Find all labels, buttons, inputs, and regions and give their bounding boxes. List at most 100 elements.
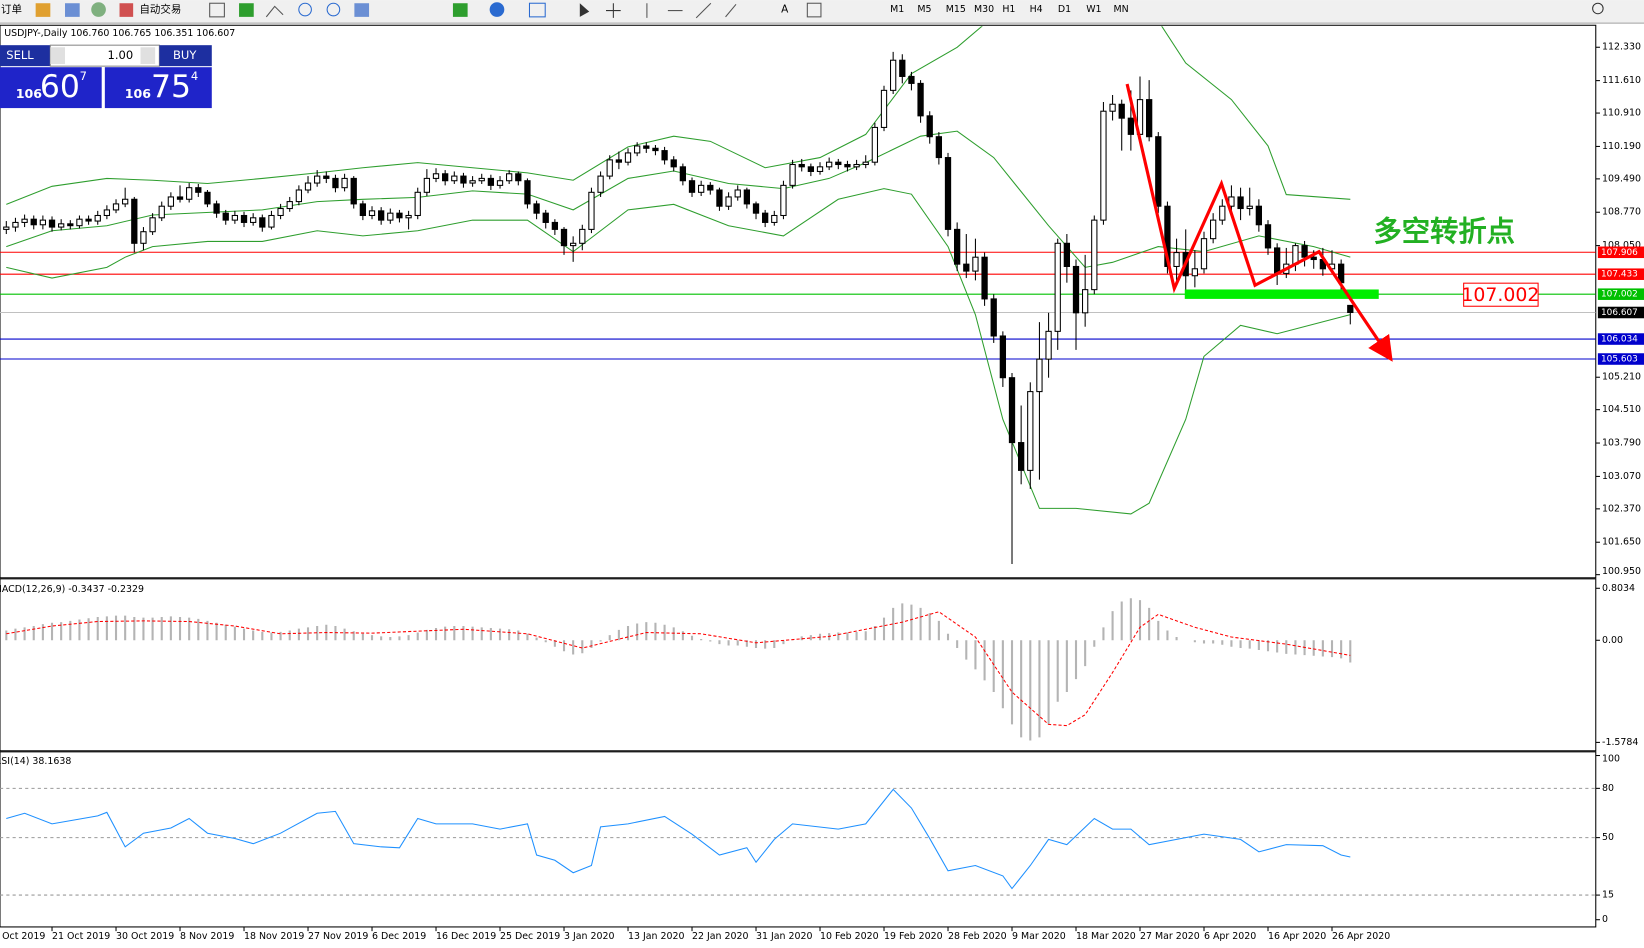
buy-button[interactable] xyxy=(159,45,212,67)
candle-body xyxy=(76,218,83,227)
candle-body xyxy=(1146,99,1153,138)
candle-body xyxy=(231,214,239,221)
candle-body xyxy=(1200,238,1208,270)
candle-body xyxy=(862,161,869,166)
timeframe-button[interactable]: M5 xyxy=(917,4,931,15)
timeframe-button[interactable]: MN xyxy=(1113,4,1128,15)
candle-body xyxy=(597,175,604,193)
candle-body xyxy=(771,214,778,223)
candle-body xyxy=(1246,205,1253,210)
signal-line xyxy=(6,611,1351,727)
candle-body xyxy=(359,203,367,217)
icon[interactable] xyxy=(65,3,80,17)
candle-body xyxy=(496,180,504,186)
candle-body xyxy=(414,191,421,217)
icon[interactable] xyxy=(806,2,822,18)
timeframe-button[interactable]: M30 xyxy=(974,4,994,15)
timeframe-button[interactable]: H4 xyxy=(1030,4,1043,15)
sell-price-box[interactable] xyxy=(0,67,102,109)
icon[interactable] xyxy=(239,3,254,17)
candle-body xyxy=(990,298,997,337)
candle-body xyxy=(1237,196,1244,210)
candle-body xyxy=(1155,136,1162,207)
icon[interactable] xyxy=(119,3,134,17)
sell-button[interactable] xyxy=(0,45,51,67)
candle-body xyxy=(1301,245,1308,258)
buy-label[interactable]: BUY xyxy=(173,48,197,62)
icon[interactable] xyxy=(646,2,737,19)
main-plot xyxy=(0,26,1596,565)
icon[interactable]: A xyxy=(781,4,789,16)
order-button[interactable]: 订单 xyxy=(1,4,22,16)
y-tick-label: 0.8034 xyxy=(1602,583,1635,594)
rsi-title: RSI(14) 38.1638 xyxy=(0,756,71,767)
icon[interactable] xyxy=(528,2,546,18)
y-tick-label: -1.5784 xyxy=(1602,737,1638,748)
candle-body xyxy=(1082,289,1089,314)
timeframe-button[interactable]: H1 xyxy=(1002,4,1015,15)
search-icon[interactable] xyxy=(1592,2,1604,15)
candle-body xyxy=(1045,330,1052,360)
candle-body xyxy=(789,163,796,186)
candle-body xyxy=(807,166,815,172)
auto-trading-button[interactable]: 自动交易 xyxy=(139,3,181,16)
candle-body xyxy=(762,212,769,223)
support-zone xyxy=(1184,289,1379,299)
icon[interactable] xyxy=(606,3,621,18)
icon[interactable] xyxy=(35,3,51,17)
y-tick-label: 15 xyxy=(1602,890,1614,901)
y-tick-label: 100 xyxy=(1602,754,1620,765)
candle-body xyxy=(1210,219,1217,240)
buy-price-box[interactable] xyxy=(104,67,212,109)
x-tick-label: 18 Mar 2020 xyxy=(1076,931,1136,942)
x-tick-label: 27 Nov 2019 xyxy=(308,931,368,942)
timeframe-button[interactable]: M1 xyxy=(890,4,904,15)
timeframe-button[interactable]: D1 xyxy=(1058,4,1071,15)
timeframe-button[interactable]: W1 xyxy=(1086,4,1101,15)
y-tick-label: 100.950 xyxy=(1602,566,1641,577)
candle-body xyxy=(387,212,394,221)
icon[interactable] xyxy=(209,2,225,18)
lot-up[interactable] xyxy=(140,47,156,65)
candle-body xyxy=(39,219,47,226)
candle-body xyxy=(432,173,440,179)
candle-body xyxy=(1164,205,1171,267)
candle-body xyxy=(551,221,559,230)
y-tick-label: 105.210 xyxy=(1602,372,1641,383)
candle-body xyxy=(725,196,732,207)
level-tag xyxy=(1597,268,1644,280)
macd-title: MACD(12,26,9) -0.3437 -0.2329 xyxy=(0,584,144,595)
icon[interactable] xyxy=(326,2,341,17)
toolbar-icons: A xyxy=(209,2,1604,19)
candle-body xyxy=(780,184,787,217)
candle-body xyxy=(158,205,165,219)
x-tick-label: 3 Jan 2020 xyxy=(564,931,615,942)
candle-body xyxy=(131,198,138,244)
level-tag-label: 107.002 xyxy=(1601,290,1638,300)
price-label-box xyxy=(1463,282,1539,307)
x-tick-label: 30 Oct 2019 xyxy=(116,931,174,942)
candle-body xyxy=(368,210,376,217)
candle-body xyxy=(478,177,485,182)
x-tick-label: 10 Feb 2020 xyxy=(820,931,879,942)
icon[interactable] xyxy=(298,2,312,17)
lot-down[interactable] xyxy=(50,47,66,65)
candle-body xyxy=(85,218,92,222)
icon[interactable] xyxy=(489,2,505,17)
icon[interactable] xyxy=(452,3,468,17)
candle-body xyxy=(524,180,531,205)
sell-label[interactable]: SELL xyxy=(6,48,34,62)
main-panel xyxy=(0,24,1597,579)
icon[interactable] xyxy=(265,5,284,18)
y-tick-label: 0 xyxy=(1602,914,1608,925)
lot-value[interactable]: 1.00 xyxy=(108,48,134,62)
candle-body xyxy=(679,166,687,182)
timeframe-button[interactable]: M15 xyxy=(946,4,966,15)
icon[interactable] xyxy=(91,2,106,17)
candle-body xyxy=(963,263,970,272)
y-tick-label: 111.610 xyxy=(1602,75,1641,86)
candle-body xyxy=(350,177,357,205)
icon[interactable] xyxy=(579,3,590,17)
icon[interactable] xyxy=(354,3,370,17)
candle-body xyxy=(341,177,348,189)
